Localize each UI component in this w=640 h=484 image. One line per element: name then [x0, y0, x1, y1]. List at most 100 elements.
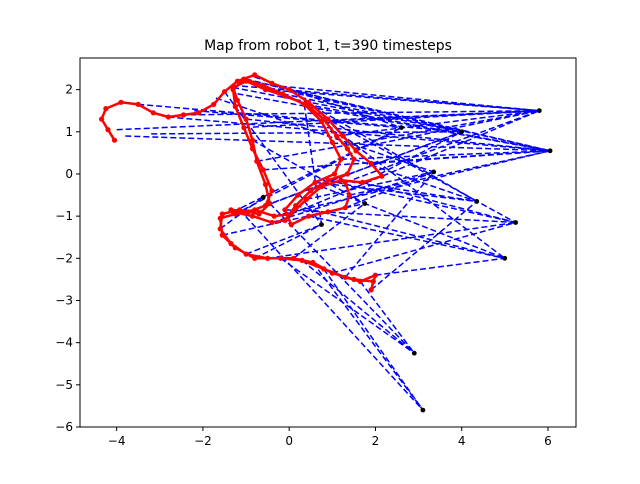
observation-line-1 [125, 135, 551, 152]
trajectory-point-33 [252, 255, 258, 261]
observation-line-13 [323, 116, 516, 224]
landmark-point-5 [474, 199, 480, 204]
observation-line-40 [246, 118, 551, 152]
trajectory-point-68 [344, 171, 350, 177]
observation-line-71 [267, 221, 516, 260]
observation-line-63 [280, 257, 415, 354]
trajectory-point-99 [342, 205, 348, 211]
y-tick-label-6: 0 [65, 167, 73, 181]
trajectory-point-5 [135, 101, 141, 107]
observation-line-7 [237, 93, 551, 152]
y-tick-label-1: −5 [55, 378, 73, 392]
axes-frame [79, 57, 577, 428]
observation-line-18 [362, 181, 516, 224]
observation-line-2 [151, 131, 462, 135]
observation-line-65 [359, 281, 415, 354]
trajectory-point-51 [237, 207, 243, 213]
trajectory-point-76 [228, 207, 234, 213]
observation-line-4 [194, 109, 402, 129]
trajectory-point-27 [271, 213, 277, 219]
trajectory-point-43 [329, 270, 335, 276]
observation-line-42 [265, 88, 540, 112]
observation-line-64 [312, 262, 424, 411]
trajectory-point-85 [241, 76, 247, 82]
trajectory-point-8 [180, 112, 187, 118]
x-tick-label-5: 6 [544, 434, 552, 448]
trajectory-point-96 [288, 222, 294, 228]
trajectory-point-9 [196, 110, 202, 116]
trajectory-point-48 [228, 241, 234, 247]
trajectory-point-67 [351, 156, 357, 162]
observation-line-66 [223, 91, 323, 226]
x-axis-ticks: −4 −2 0 2 4 6 [108, 427, 552, 448]
observation-line-28 [301, 259, 415, 354]
chart-title: Map from robot 1, t=390 timesteps [204, 38, 452, 54]
observation-line-30 [344, 171, 435, 278]
trajectory-layer [99, 72, 385, 293]
trajectory-point-44 [310, 259, 316, 266]
trajectory-point-45 [290, 255, 297, 261]
observation-line-14 [340, 133, 506, 259]
x-tick-label-0: −4 [108, 434, 126, 448]
trajectory-point-4 [118, 99, 124, 105]
observation-line-15 [353, 109, 540, 150]
trajectory-point-86 [260, 82, 266, 88]
trajectory-point-87 [280, 91, 286, 97]
trajectory-point-88 [301, 101, 307, 107]
trajectory-point-52 [256, 211, 262, 217]
x-tick-label-3: 2 [372, 434, 380, 448]
y-tick-label-0: −6 [55, 420, 73, 434]
trajectory-point-77 [245, 209, 251, 215]
trajectory-point-50 [219, 211, 225, 217]
trajectory-point-23 [338, 177, 344, 183]
trajectory-point-98 [325, 209, 331, 215]
trajectory-point-15 [286, 87, 292, 93]
observation-line-12 [306, 101, 478, 203]
trajectory-point-19 [353, 148, 359, 154]
trajectory-point-40 [368, 287, 374, 293]
trajectory-point-13 [252, 72, 258, 78]
landmark-point-0 [536, 108, 542, 114]
landmark-point-3 [398, 125, 404, 130]
observation-line-21 [306, 171, 434, 201]
y-tick-label-3: −3 [55, 293, 73, 307]
observation-line-50 [247, 131, 462, 213]
trajectory-point-70 [308, 188, 314, 194]
observation-line-33 [332, 221, 516, 274]
trajectory-point-28 [252, 207, 258, 213]
observation-line-68 [303, 104, 323, 225]
landmark-point-2 [459, 129, 465, 135]
trajectory-point-11 [221, 89, 228, 95]
observation-line-56 [340, 150, 551, 160]
observation-line-48 [271, 171, 434, 224]
observation-line-31 [375, 257, 505, 276]
observation-line-5 [215, 97, 434, 173]
trajectory-point-41 [370, 278, 376, 285]
observation-line-44 [336, 109, 540, 137]
y-tick-label-4: −2 [55, 251, 73, 265]
observation-line-59 [308, 215, 505, 260]
landmark-point-12 [420, 407, 426, 413]
trajectory-point-26 [288, 211, 294, 217]
observation-line-67 [252, 139, 366, 205]
trajectory-point-21 [379, 173, 385, 179]
trajectory-point-80 [260, 167, 266, 173]
observation-line-52 [243, 109, 540, 129]
observation-line-27 [254, 223, 322, 259]
trajectory-point-0 [111, 137, 118, 143]
trajectory-point-22 [359, 179, 366, 185]
trajectory-point-83 [232, 103, 238, 110]
observation-line-62 [345, 109, 540, 184]
trajectory-point-6 [150, 110, 156, 116]
observation-line-29 [323, 268, 424, 411]
trajectory-point-39 [372, 272, 378, 278]
trajectory-point-71 [293, 203, 299, 209]
y-tick-label-5: −1 [55, 209, 73, 223]
landmark-point-4 [431, 169, 437, 175]
trajectory-point-66 [344, 146, 350, 152]
trajectory-point-56 [249, 137, 256, 143]
x-tick-label-1: −2 [194, 434, 212, 448]
landmark-point-9 [319, 222, 324, 228]
trajectory-point-36 [321, 266, 327, 272]
